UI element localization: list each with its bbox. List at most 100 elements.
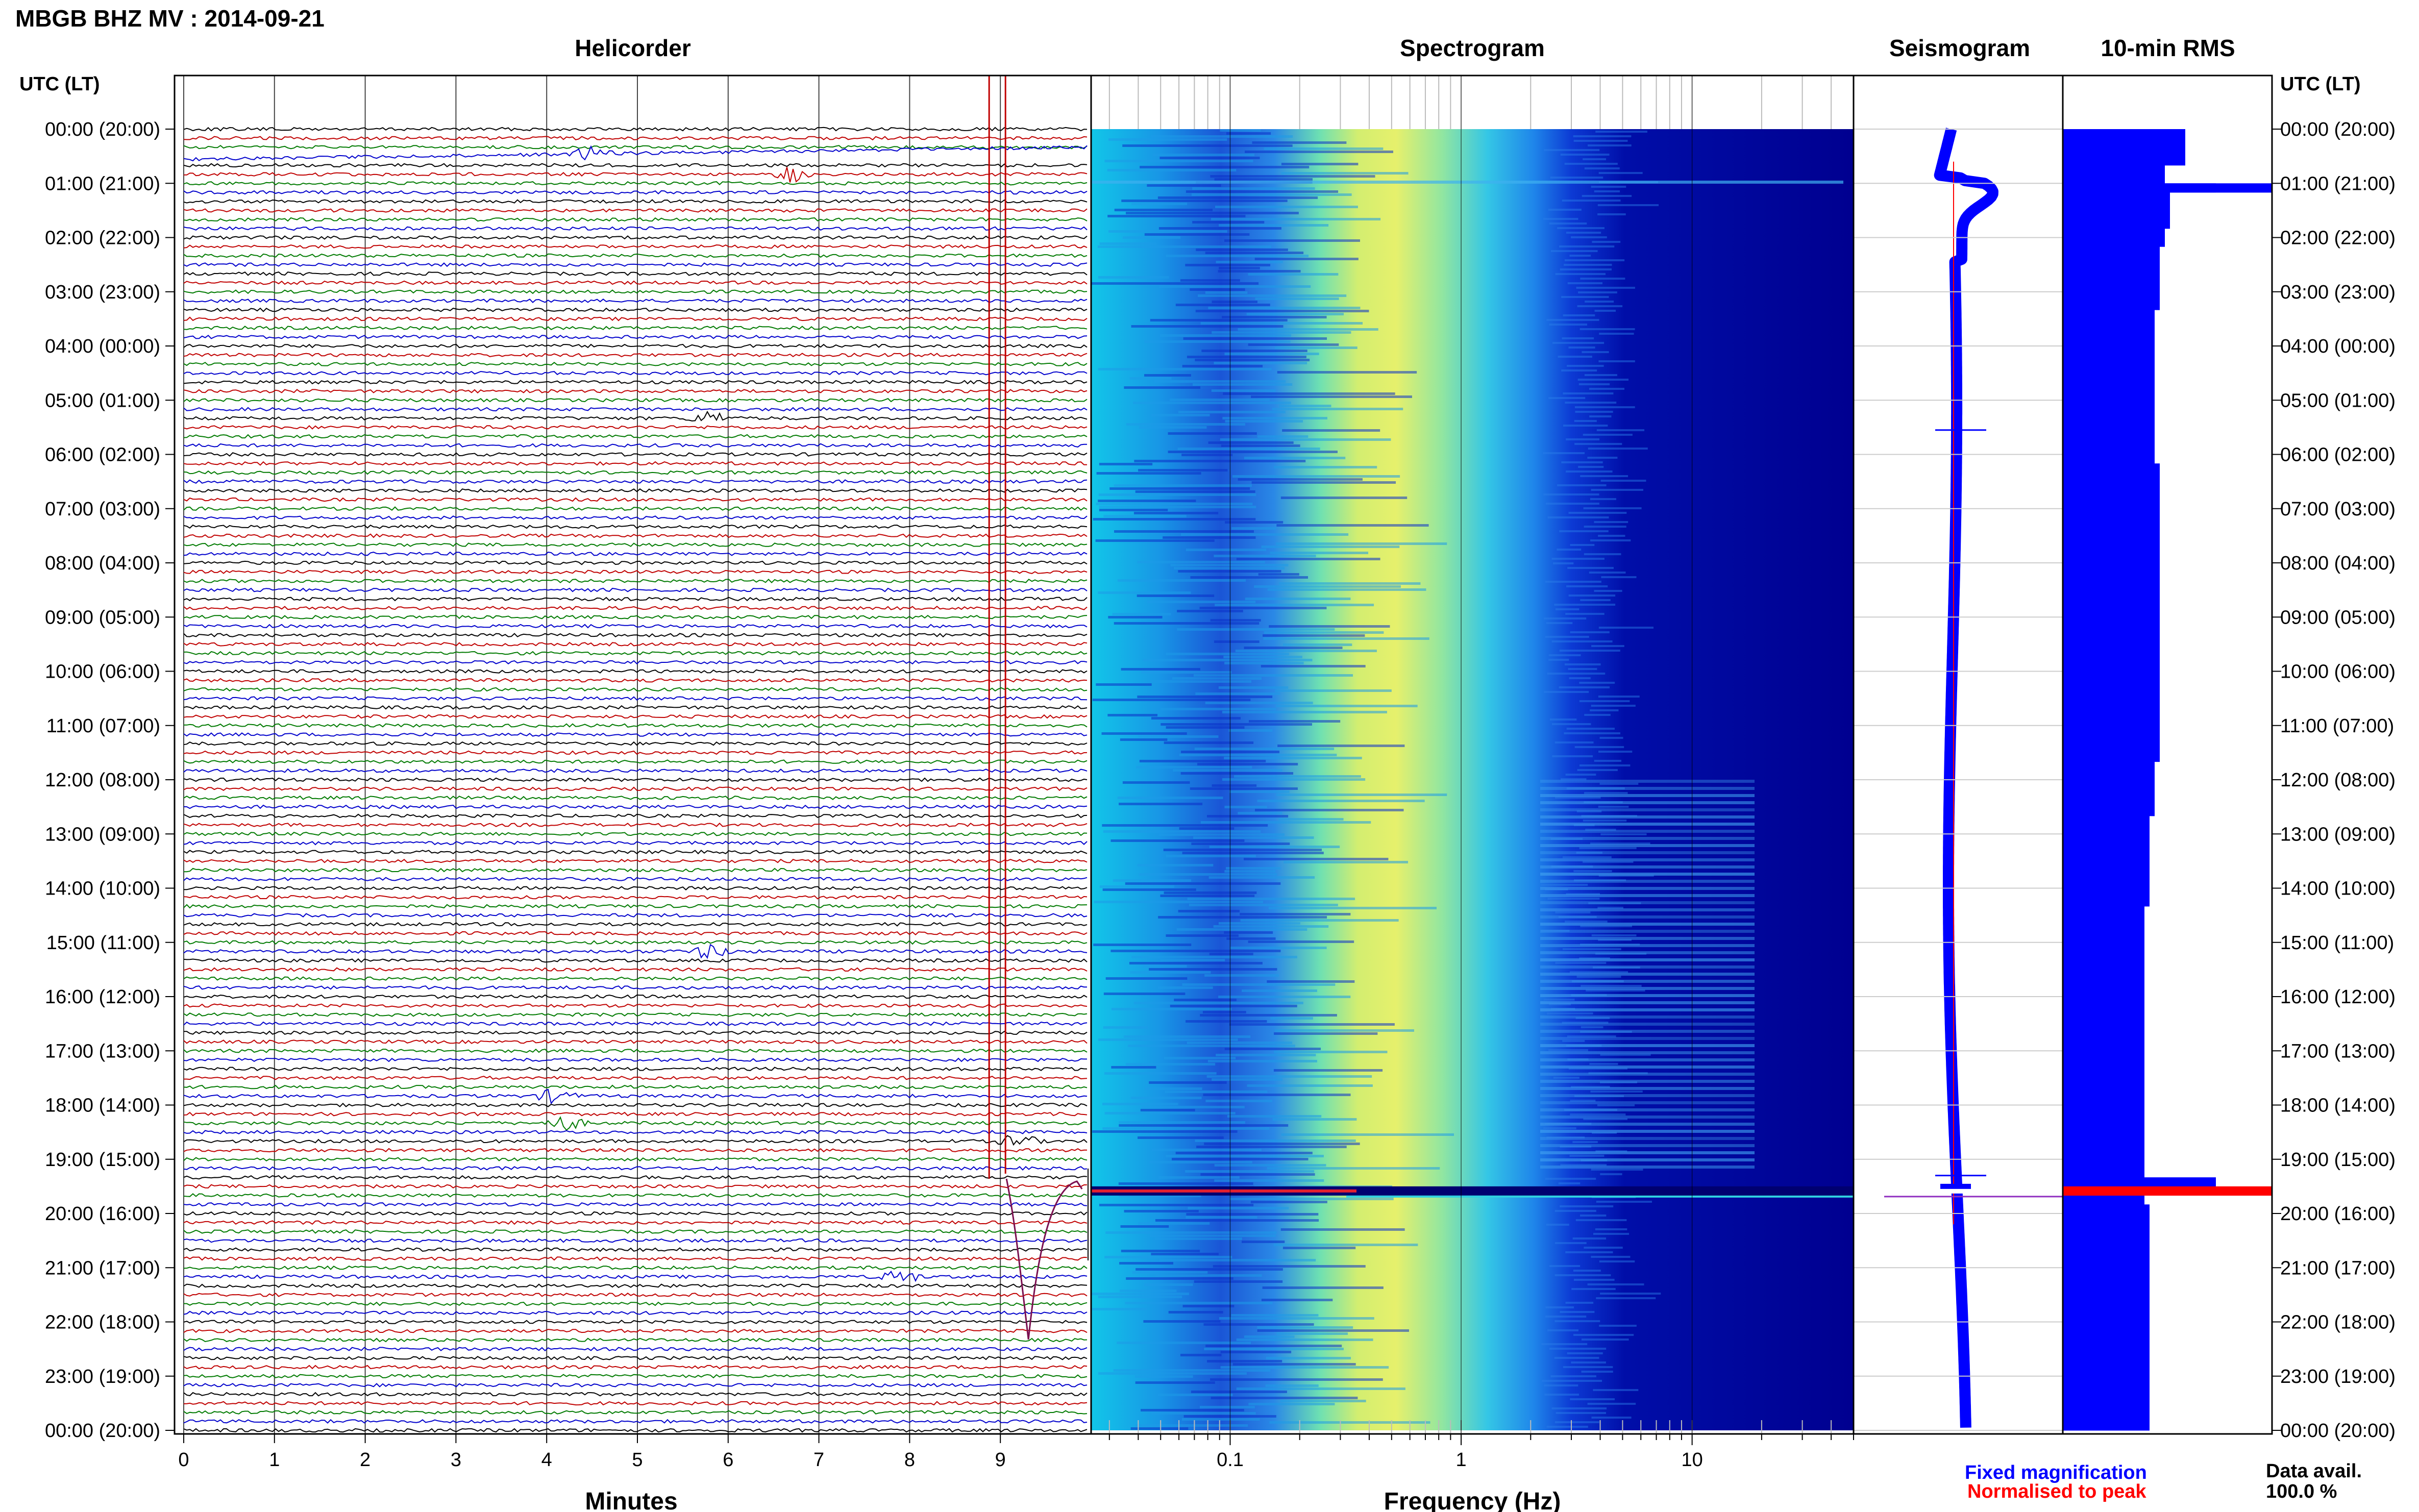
rms-bar — [2063, 590, 2160, 600]
rms-bar — [2063, 1367, 2150, 1377]
rms-bar — [2063, 906, 2144, 916]
rms-bar — [2063, 1222, 2150, 1232]
time-tick-label-right: 10:00 (06:00) — [2280, 661, 2396, 683]
rms-bar — [2063, 1032, 2144, 1043]
time-tick-label-left: 07:00 (03:00) — [45, 499, 160, 520]
rms-bar — [2063, 1331, 2150, 1341]
time-tick-label-right: 14:00 (10:00) — [2280, 878, 2396, 900]
time-tick-label-left: 20:00 (16:00) — [45, 1203, 160, 1225]
minutes-tick-label: 4 — [541, 1449, 552, 1471]
rms-bar — [2063, 1231, 2150, 1241]
rms-bar — [2063, 978, 2144, 988]
rms-bar — [2063, 138, 2185, 147]
rms-bar — [2063, 825, 2150, 834]
rms-bar — [2063, 743, 2160, 753]
rms-bar — [2063, 192, 2170, 202]
time-tick-label-right: 07:00 (03:00) — [2280, 499, 2396, 520]
time-tick-label-left: 18:00 (14:00) — [45, 1095, 160, 1117]
rms-bar — [2063, 689, 2160, 699]
rms-bar — [2063, 924, 2144, 934]
rms-bar — [2063, 617, 2160, 627]
rms-bar — [2063, 1096, 2144, 1105]
rms-bar — [2063, 879, 2150, 888]
time-tick-label-left: 04:00 (00:00) — [45, 336, 160, 357]
rms-bar — [2063, 1078, 2144, 1087]
rms-bar — [2063, 1123, 2144, 1133]
rms-bar — [2063, 382, 2155, 392]
rms-bar — [2063, 463, 2160, 473]
legend-fixed-magnification: Fixed magnification — [1965, 1462, 2147, 1483]
rms-bar — [2063, 807, 2155, 816]
rms-bar — [2063, 436, 2155, 446]
rms-event-bar — [2063, 1177, 2216, 1187]
rms-bar — [2063, 563, 2160, 573]
rms-bar — [2063, 653, 2160, 663]
rms-bar — [2063, 716, 2160, 726]
time-tick-label-left: 08:00 (04:00) — [45, 553, 160, 574]
rms-bar — [2063, 1005, 2144, 1015]
time-tick-label-left: 23:00 (19:00) — [45, 1366, 160, 1387]
rms-bar — [2063, 535, 2160, 546]
rms-bar — [2063, 400, 2155, 410]
rms-bar — [2063, 1412, 2150, 1422]
rms-bar — [2063, 671, 2160, 681]
minutes-tick-label: 3 — [451, 1449, 461, 1471]
rms-bar — [2063, 310, 2155, 319]
rms-bar — [2063, 707, 2160, 717]
rms-bar — [2063, 544, 2160, 554]
rms-bar — [2063, 1195, 2144, 1205]
legend-normalised: Normalised to peak — [1967, 1481, 2146, 1502]
rms-bar — [2063, 942, 2144, 952]
minutes-tick-label: 0 — [178, 1449, 189, 1471]
rms-bar — [2063, 291, 2160, 301]
minutes-tick-label: 8 — [904, 1449, 915, 1471]
time-tick-label-right: 05:00 (01:00) — [2280, 390, 2396, 411]
rms-bar — [2063, 861, 2150, 871]
time-tick-label-right: 02:00 (22:00) — [2280, 228, 2396, 249]
time-tick-label-right: 13:00 (09:00) — [2280, 824, 2396, 845]
rms-bar — [2063, 1168, 2144, 1178]
time-tick-label-right: 08:00 (04:00) — [2280, 553, 2396, 574]
panel-frames — [174, 75, 2273, 1435]
rms-bar — [2063, 608, 2160, 617]
rms-bar — [2063, 490, 2160, 500]
rms-bar — [2063, 815, 2150, 826]
rms-bar — [2063, 500, 2160, 509]
rms-bar — [2063, 418, 2155, 428]
rms-bar — [2063, 355, 2155, 364]
rms-bar — [2063, 1268, 2150, 1277]
rms-bar — [2063, 752, 2160, 762]
minutes-tick-label: 6 — [723, 1449, 733, 1471]
rms-bar — [2063, 1105, 2144, 1114]
time-tick-label-left: 00:00 (20:00) — [45, 119, 160, 140]
minutes-tick-label: 9 — [995, 1449, 1006, 1471]
rms-bar — [2063, 1285, 2150, 1295]
rms-event-bar — [2063, 183, 2272, 193]
rms-bar — [2063, 734, 2160, 744]
rms-bar — [2063, 1295, 2150, 1304]
rms-bar — [2063, 1258, 2150, 1268]
figure-title: MBGB BHZ MV : 2014-09-21 — [15, 5, 325, 32]
rms-bar — [2063, 246, 2160, 256]
rms-bar — [2063, 698, 2160, 708]
rms-bar — [2063, 951, 2144, 961]
time-tick-label-left: 14:00 (10:00) — [45, 878, 160, 900]
rms-bar — [2063, 219, 2170, 229]
time-axis-label-left: UTC (LT) — [19, 73, 100, 95]
rms-bar — [2063, 1024, 2144, 1033]
minutes-axis-label: Minutes — [585, 1488, 677, 1512]
rms-bar — [2063, 201, 2170, 211]
time-tick-label-right: 20:00 (16:00) — [2280, 1203, 2396, 1225]
spectrogram-panel: 0.1 1 10 — [1091, 76, 1854, 1471]
rms-bar — [2063, 346, 2155, 356]
time-tick-label-right: 09:00 (05:00) — [2280, 607, 2396, 628]
rms-bar — [2063, 156, 2185, 166]
rms-bar — [2063, 1385, 2150, 1395]
rms-bar — [2063, 572, 2160, 581]
time-tick-label-right: 00:00 (20:00) — [2280, 1420, 2396, 1442]
time-tick-label-right: 03:00 (23:00) — [2280, 282, 2396, 303]
rms-bar — [2063, 662, 2160, 672]
time-tick-label-left: 00:00 (20:00) — [45, 1420, 160, 1442]
seismogram-panel — [1854, 76, 2063, 1431]
rms-bar — [2063, 1312, 2150, 1322]
